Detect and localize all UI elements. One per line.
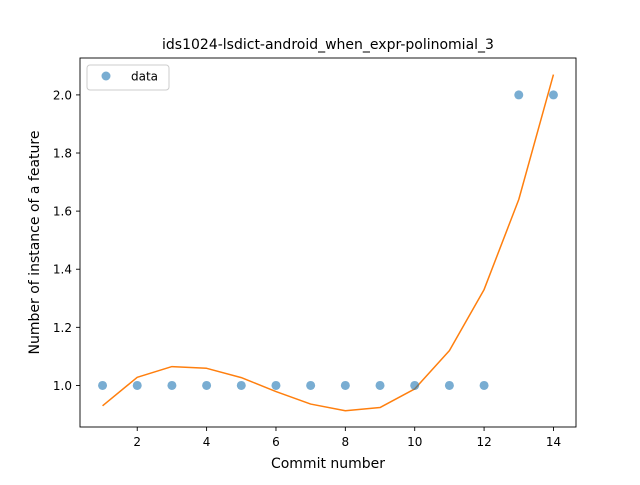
data-point: [98, 380, 108, 390]
y-axis-label: Number of instance of a feature: [27, 131, 43, 355]
data-point: [340, 380, 350, 390]
x-tick-label: 2: [133, 435, 141, 449]
y-tick-label: 2.0: [53, 88, 72, 102]
data-point: [236, 380, 246, 390]
x-tick-label: 8: [342, 435, 350, 449]
y-tick-label: 1.8: [53, 147, 72, 161]
chart-title: ids1024-lsdict-android_when_expr-polinom…: [162, 37, 494, 53]
x-tick-label: 4: [203, 435, 211, 449]
data-point: [132, 380, 142, 390]
data-point: [167, 380, 177, 390]
plot-area: [98, 74, 558, 412]
legend-box: [86, 64, 170, 91]
x-tick-label: 14: [546, 435, 561, 449]
y-tick-label: 1.2: [53, 321, 72, 335]
data-point: [548, 90, 558, 100]
legend-marker-data: [101, 71, 111, 81]
axes-frame: [79, 57, 577, 428]
data-point: [514, 90, 524, 100]
data-point: [410, 380, 420, 390]
data-point: [479, 380, 489, 390]
data-point: [306, 380, 316, 390]
data-point: [202, 380, 212, 390]
x-axis: 2 4 6 8 10 12 14: [133, 427, 561, 449]
x-tick-label: 10: [407, 435, 422, 449]
x-tick-label: 6: [272, 435, 280, 449]
y-tick-label: 1.4: [53, 263, 72, 277]
y-tick-label: 1.6: [53, 205, 72, 219]
y-tick-label: 1.0: [53, 379, 72, 393]
data-point: [271, 380, 281, 390]
x-axis-label: Commit number: [271, 456, 385, 472]
legend-label-data: data: [131, 70, 158, 84]
legend: data: [86, 64, 170, 91]
data-point: [375, 380, 385, 390]
series-line-fit: [102, 74, 555, 412]
x-tick-label: 12: [476, 435, 491, 449]
y-axis: 1.0 1.2 1.4 1.6 1.8 2.0: [53, 88, 80, 393]
data-point: [444, 380, 454, 390]
